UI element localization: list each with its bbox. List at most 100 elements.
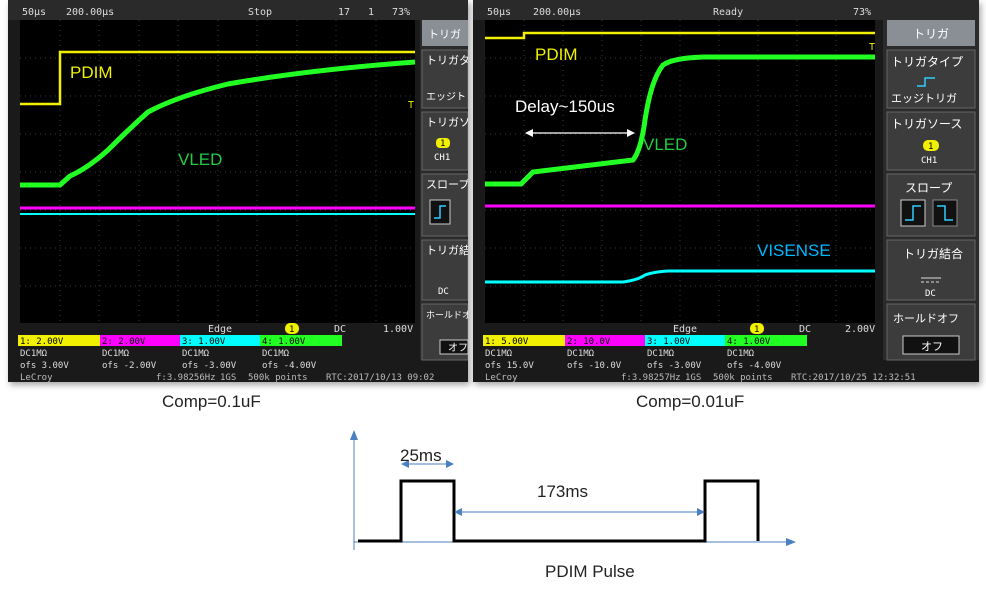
pulse-width-arrow bbox=[401, 460, 454, 468]
scope1-caption: Comp=0.1uF bbox=[162, 392, 261, 411]
scope2-trigger-type-label: トリガタイプ bbox=[891, 55, 963, 69]
scope2-svg: 50μs 200.00μs Ready 73% T PDIM Delay~150… bbox=[473, 0, 979, 382]
scope2-menu-trigger-type[interactable]: トリガタイプ エッジトリガ bbox=[886, 49, 976, 109]
scope1-channel-1[interactable]: 1: 2.00V DC1MΩ ofs 3.00V bbox=[18, 335, 100, 371]
scope1-ch2-coupling: DC1MΩ bbox=[102, 349, 130, 359]
scope1-points: 500k points bbox=[248, 373, 308, 382]
scope1-channel-4[interactable]: 4: 1.00V DC1MΩ ofs -4.00V bbox=[260, 335, 342, 371]
scope1-menu-holdoff[interactable]: ホールドオフ オフ bbox=[421, 303, 468, 361]
scope1-count: 17 bbox=[338, 7, 350, 18]
scope2-channel-2[interactable]: 2: 10.0V DC1MΩ ofs -10.0V bbox=[565, 335, 645, 371]
scope1-menu-trigger-source[interactable]: トリガソース 1 CH1 bbox=[421, 111, 468, 171]
scope2-menu-holdoff[interactable]: ホールドオフ オフ bbox=[886, 303, 976, 361]
scope2-menu-title[interactable]: トリガ bbox=[887, 20, 975, 46]
scope2-timebase: 50μs bbox=[487, 7, 511, 18]
scope2-rate: 1GS bbox=[685, 373, 701, 382]
scope2-freq: f:3.98257Hz bbox=[621, 373, 681, 382]
scope1-brand: LeCroy bbox=[20, 373, 53, 382]
scope2-ch3-scale: 3: 1.00V bbox=[647, 337, 691, 347]
scope2-delay: 200.00μs bbox=[533, 7, 581, 18]
scope1-coupling-value: DC bbox=[438, 287, 449, 297]
scope2-ch3-offset: ofs -3.00V bbox=[647, 361, 702, 371]
scope1-ch3-offset: ofs -3.00V bbox=[182, 361, 237, 371]
scope1-ch3-coupling: DC1MΩ bbox=[182, 349, 210, 359]
scope2-run-state: Ready bbox=[713, 7, 743, 18]
scope-screenshot-1: 50μs 200.00μs Stop 17 1 73% T PDIM VLED bbox=[8, 0, 468, 382]
scope1-ch4-coupling: DC1MΩ bbox=[262, 349, 290, 359]
pulse-width-label: 25ms bbox=[400, 446, 442, 465]
scope1-holdoff-label: ホールドオフ bbox=[426, 310, 468, 321]
scope-screenshot-2: 50μs 200.00μs Ready 73% T PDIM Delay~150… bbox=[473, 0, 979, 382]
scope2-ch2-scale: 2: 10.0V bbox=[567, 337, 611, 347]
pulse-period-label: 173ms bbox=[537, 482, 588, 501]
scope1-channel-2[interactable]: 2: 2.00V DC1MΩ ofs -2.00V bbox=[100, 335, 180, 371]
scope2-holdoff-label: ホールドオフ bbox=[893, 312, 959, 325]
scope2-menu-coupling[interactable]: トリガ結合 DC bbox=[886, 239, 976, 301]
scope2-trigger-channel: 1 bbox=[754, 325, 759, 335]
scope1-menu-trigger-type[interactable]: トリガタイプ エッジトリガ bbox=[421, 49, 468, 109]
scope1-trigger-mode: Edge bbox=[208, 324, 232, 335]
scope2-label-delay: Delay~150us bbox=[515, 97, 615, 116]
scope2-ch1-offset: ofs 15.0V bbox=[485, 361, 534, 371]
scope2-slope-label: スロープ bbox=[905, 181, 952, 195]
scope1-delay: 200.00μs bbox=[66, 7, 114, 18]
scope1-menu-title[interactable]: トリガ bbox=[422, 20, 468, 46]
scope1-ch1-scale: 1: 2.00V bbox=[20, 337, 64, 347]
scope1-ch1-offset: ofs 3.00V bbox=[20, 361, 69, 371]
scope2-trigger-source-value: CH1 bbox=[921, 156, 937, 166]
scope1-trace-pdim bbox=[20, 50, 415, 106]
scope1-channel-3[interactable]: 3: 1.00V DC1MΩ ofs -3.00V bbox=[180, 335, 260, 371]
scope1-timebase: 50μs bbox=[22, 7, 46, 18]
scope2-ch2-offset: ofs -10.0V bbox=[567, 361, 622, 371]
scope1-trigger-level: 1.00V bbox=[383, 324, 413, 335]
scope2-menu-title-text: トリガ bbox=[913, 27, 949, 41]
scope1-zoom: 73% bbox=[392, 7, 410, 18]
scope2-zoom: 73% bbox=[853, 7, 871, 18]
scope2-trace-vled bbox=[485, 54, 875, 187]
scope2-coupling-label: トリガ結合 bbox=[903, 246, 963, 261]
scope1-ch2-scale: 2: 2.00V bbox=[102, 337, 146, 347]
scope2-rtc: RTC:2017/10/25 12:32:51 bbox=[791, 373, 916, 382]
scope2-label-vled: VLED bbox=[643, 135, 687, 154]
scope1-rate: 1GS bbox=[220, 373, 236, 382]
scope1-ch4-offset: ofs -4.00V bbox=[262, 361, 317, 371]
pdim-pulse-diagram: 25ms 173ms PDIM Pulse bbox=[350, 430, 796, 581]
scope2-holdoff-value: オフ bbox=[921, 340, 943, 353]
scope2-channel-4[interactable]: 4: 1.00V DC1MΩ ofs -4.00V bbox=[725, 335, 807, 371]
scope2-channel-1[interactable]: 1: 5.00V DC1MΩ ofs 15.0V bbox=[483, 335, 565, 371]
scope2-brand: LeCroy bbox=[485, 373, 518, 382]
scope1-menu-coupling[interactable]: トリガ結合 DC bbox=[421, 239, 468, 301]
scope2-ch4-scale: 4: 1.00V bbox=[727, 337, 771, 347]
scope2-label-visense: VISENSE bbox=[757, 241, 831, 260]
scope2-ch3-coupling: DC1MΩ bbox=[647, 349, 675, 359]
scope1-coupling-label: トリガ結合 bbox=[426, 243, 468, 257]
scope1-ch2-offset: ofs -2.00V bbox=[102, 361, 157, 371]
scope1-ch3-scale: 3: 1.00V bbox=[182, 337, 226, 347]
scope1-run-state: Stop bbox=[248, 7, 272, 18]
scope2-trigger-level-marker: T bbox=[869, 42, 875, 53]
scope1-trigger-source-label: トリガソース bbox=[426, 116, 468, 129]
scope2-caption: Comp=0.01uF bbox=[636, 392, 745, 411]
scope1-freq: f:3.98256Hz bbox=[156, 373, 216, 382]
scope2-trigger-coupling: DC bbox=[799, 324, 811, 335]
scope1-label-vled: VLED bbox=[178, 150, 222, 169]
scope1-trigger-coupling: DC bbox=[334, 324, 346, 335]
scope2-channel-3[interactable]: 3: 1.00V DC1MΩ ofs -3.00V bbox=[645, 335, 725, 371]
scope1-holdoff-value: オフ bbox=[448, 342, 468, 354]
edge-trigger-icon bbox=[917, 77, 935, 87]
scope2-trigger-level: 2.00V bbox=[845, 324, 875, 335]
scope2-label-pdim: PDIM bbox=[535, 45, 578, 64]
scope1-acq: 1 bbox=[368, 7, 374, 18]
scope1-trigger-channel: 1 bbox=[289, 325, 294, 335]
scope1-ch4-scale: 4: 1.00V bbox=[262, 337, 306, 347]
scope2-menu-trigger-source[interactable]: トリガソース 1 CH1 bbox=[886, 111, 976, 171]
scope1-trigger-source-badge: 1 bbox=[440, 139, 445, 149]
scope2-coupling-value: DC bbox=[925, 289, 936, 299]
scope2-delay-arrow bbox=[525, 129, 635, 137]
scope1-menu-title-text: トリガ bbox=[428, 28, 461, 41]
pulse-period-arrow bbox=[454, 508, 705, 516]
scope1-menu-slope[interactable]: スロープ bbox=[421, 173, 468, 237]
pulse-waveform bbox=[358, 479, 760, 543]
scope2-trace-cyan bbox=[485, 269, 875, 284]
scope2-menu-slope[interactable]: スロープ bbox=[886, 173, 976, 237]
